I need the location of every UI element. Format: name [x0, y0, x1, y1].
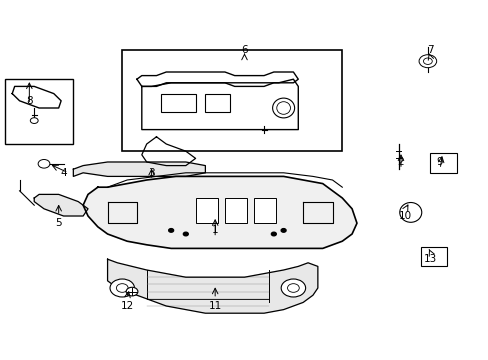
Text: 5: 5 — [55, 218, 62, 228]
Bar — [195, 198, 217, 223]
Circle shape — [126, 287, 138, 296]
Circle shape — [116, 284, 128, 292]
Bar — [420, 247, 447, 266]
Circle shape — [110, 279, 134, 297]
Text: 13: 13 — [423, 254, 436, 264]
Bar — [429, 153, 456, 173]
Bar — [254, 198, 276, 223]
Polygon shape — [107, 259, 317, 313]
Text: 7: 7 — [426, 45, 433, 55]
Ellipse shape — [399, 202, 421, 222]
Polygon shape — [12, 86, 61, 108]
Circle shape — [418, 55, 436, 68]
Ellipse shape — [272, 98, 294, 118]
Text: 10: 10 — [399, 211, 411, 221]
Text: 12: 12 — [120, 301, 134, 311]
Polygon shape — [73, 162, 205, 176]
Circle shape — [423, 58, 431, 64]
Text: 11: 11 — [208, 301, 222, 311]
Circle shape — [183, 232, 188, 236]
Bar — [5, 79, 73, 144]
Ellipse shape — [276, 102, 290, 114]
Bar — [122, 50, 342, 151]
Polygon shape — [34, 194, 88, 216]
Circle shape — [281, 229, 285, 232]
Circle shape — [281, 279, 305, 297]
Text: 1: 1 — [211, 225, 218, 235]
Text: 3: 3 — [148, 168, 155, 178]
Text: 4: 4 — [60, 168, 67, 178]
Circle shape — [287, 284, 299, 292]
Circle shape — [30, 118, 38, 123]
Polygon shape — [83, 176, 356, 248]
Circle shape — [168, 229, 173, 232]
Circle shape — [271, 232, 276, 236]
Text: 8: 8 — [26, 96, 33, 106]
Text: 6: 6 — [241, 45, 247, 55]
Bar — [224, 198, 246, 223]
Bar — [205, 94, 229, 112]
Text: 9: 9 — [436, 157, 443, 167]
Bar — [161, 94, 195, 112]
Circle shape — [38, 159, 50, 168]
Text: 2: 2 — [397, 157, 404, 167]
